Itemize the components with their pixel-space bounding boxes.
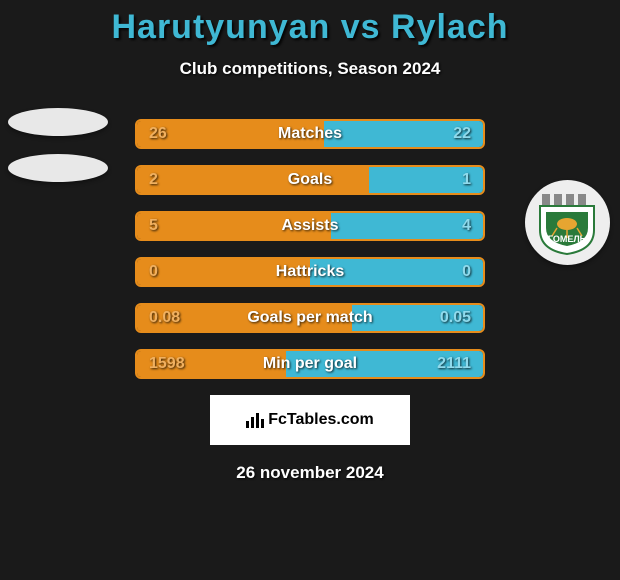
stat-label: Min per goal bbox=[263, 355, 357, 373]
svg-text:ГОМЕЛЬ: ГОМЕЛЬ bbox=[548, 234, 587, 244]
stat-label: Goals bbox=[288, 171, 332, 189]
stat-row: 0 Hattricks 0 bbox=[135, 257, 485, 287]
player-right-logo: ГОМЕЛЬ bbox=[522, 180, 612, 265]
page-title: Harutyunyan vs Rylach bbox=[0, 0, 620, 47]
stat-value-right: 0 bbox=[462, 263, 471, 281]
stat-row: 5 Assists 4 bbox=[135, 211, 485, 241]
gomel-crest-icon: ГОМЕЛЬ bbox=[525, 180, 610, 265]
stat-value-right: 22 bbox=[453, 125, 471, 143]
stat-label: Goals per match bbox=[247, 309, 372, 327]
stat-value-right: 0.05 bbox=[440, 309, 471, 327]
player-left-logos bbox=[8, 108, 98, 200]
stat-value-left: 5 bbox=[149, 217, 158, 235]
bars-icon bbox=[246, 412, 264, 428]
stat-value-right: 1 bbox=[462, 171, 471, 189]
stat-value-right: 4 bbox=[462, 217, 471, 235]
subtitle: Club competitions, Season 2024 bbox=[0, 59, 620, 79]
left-logo-2 bbox=[8, 154, 108, 182]
brand-box: FcTables.com bbox=[210, 395, 410, 445]
stat-fill-right bbox=[331, 213, 483, 239]
brand-label: FcTables.com bbox=[268, 411, 374, 429]
left-logo-1 bbox=[8, 108, 108, 136]
stat-row: 0.08 Goals per match 0.05 bbox=[135, 303, 485, 333]
stat-label: Hattricks bbox=[276, 263, 344, 281]
date-text: 26 november 2024 bbox=[0, 463, 620, 483]
stat-row: 1598 Min per goal 2111 bbox=[135, 349, 485, 379]
stat-label: Matches bbox=[278, 125, 342, 143]
stat-value-left: 0 bbox=[149, 263, 158, 281]
stat-value-left: 26 bbox=[149, 125, 167, 143]
stats-rows: 26Matches222Goals15Assists40Hattricks00.… bbox=[135, 119, 485, 379]
stat-value-left: 0.08 bbox=[149, 309, 180, 327]
stat-row: 2 Goals 1 bbox=[135, 165, 485, 195]
stat-value-right: 2111 bbox=[437, 355, 471, 373]
stat-label: Assists bbox=[282, 217, 339, 235]
stat-row: 26 Matches 22 bbox=[135, 119, 485, 149]
stat-value-left: 1598 bbox=[149, 355, 185, 373]
brand-text: FcTables.com bbox=[246, 411, 374, 429]
stat-fill-left bbox=[137, 167, 369, 193]
stat-value-left: 2 bbox=[149, 171, 158, 189]
